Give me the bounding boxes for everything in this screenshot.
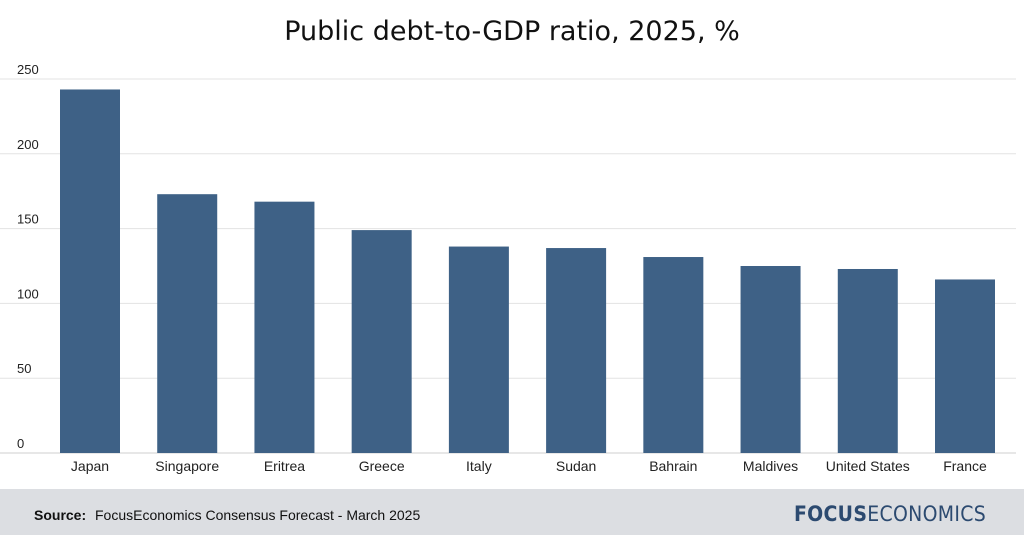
source-text: FocusEconomics Consensus Forecast - Marc… bbox=[95, 507, 421, 523]
bar-italy bbox=[448, 246, 509, 453]
x-tick-label: Japan bbox=[71, 458, 109, 474]
bar-sudan bbox=[546, 248, 607, 453]
footer: Source: FocusEconomics Consensus Forecas… bbox=[0, 489, 1024, 535]
x-tick-label: France bbox=[943, 458, 987, 474]
x-tick-label: Maldives bbox=[743, 458, 798, 474]
y-tick-label: 100 bbox=[17, 286, 39, 301]
y-tick-label: 0 bbox=[17, 436, 24, 451]
bar-greece bbox=[351, 230, 412, 453]
bar-united-states bbox=[837, 268, 898, 453]
bar-eritrea bbox=[254, 201, 315, 453]
source-label: Source: bbox=[34, 507, 87, 523]
logo-regular-text: ECONOMICS bbox=[867, 502, 986, 526]
y-axis-ticks: 0 50 100 150 200 250 bbox=[17, 62, 39, 451]
y-tick-label: 200 bbox=[17, 137, 39, 152]
bar-singapore bbox=[157, 194, 218, 453]
y-tick-label: 150 bbox=[17, 212, 39, 227]
bar-japan bbox=[60, 89, 120, 454]
chart-title: Public debt-to-GDP ratio, 2025, % bbox=[284, 16, 740, 47]
x-tick-label: Eritrea bbox=[264, 458, 305, 474]
x-tick-label: Greece bbox=[359, 458, 405, 474]
x-tick-label: Bahrain bbox=[649, 458, 697, 474]
x-tick-label: Singapore bbox=[155, 458, 219, 474]
bar-chart: 0 50 100 150 200 250 Japan Singapore Eritrea Gre… bbox=[0, 62, 1016, 474]
bars bbox=[60, 89, 995, 454]
bar-france bbox=[935, 279, 995, 453]
x-tick-label: Italy bbox=[466, 458, 492, 474]
x-axis-ticks: Japan Singapore Eritrea Greece Italy Sudan Bah… bbox=[71, 458, 987, 474]
x-tick-label: Sudan bbox=[556, 458, 596, 474]
y-tick-label: 250 bbox=[17, 62, 39, 77]
x-tick-label: United States bbox=[826, 458, 910, 474]
bar-maldives bbox=[740, 266, 801, 453]
logo-bold-text: FOCUS bbox=[793, 502, 868, 526]
y-tick-label: 50 bbox=[17, 361, 31, 376]
bar-bahrain bbox=[643, 257, 704, 453]
focuseconomics-logo: FOCUSECONOMICS bbox=[794, 502, 986, 526]
